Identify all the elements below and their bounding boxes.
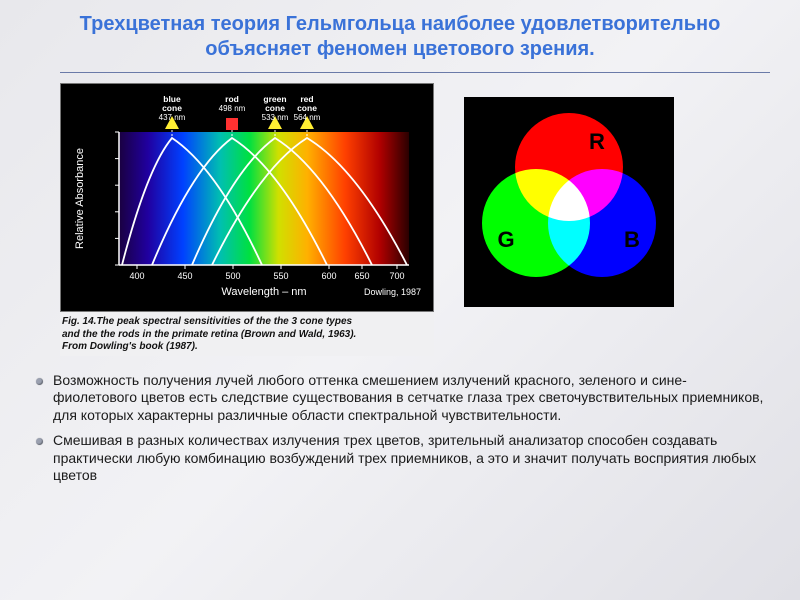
- venn-svg: R G B: [464, 97, 674, 307]
- svg-text:550: 550: [273, 271, 288, 281]
- svg-text:400: 400: [129, 271, 144, 281]
- slide: Трехцветная теория Гельмгольца наиболее …: [0, 0, 800, 600]
- bullet-icon: [36, 378, 43, 385]
- list-item: Возможность получения лучей любого оттен…: [36, 372, 770, 425]
- svg-text:Relative Absorbance: Relative Absorbance: [74, 148, 86, 249]
- bullet-text: Возможность получения лучей любого оттен…: [53, 372, 770, 425]
- svg-text:450: 450: [177, 271, 192, 281]
- svg-text:564 nm: 564 nm: [294, 113, 321, 122]
- spectral-figure-wrapper: 400450500550600650700bluecone437 nmrod49…: [60, 83, 434, 356]
- spectral-chart: 400450500550600650700bluecone437 nmrod49…: [60, 83, 434, 312]
- figure-caption: Fig. 14.The peak spectral sensitivities …: [60, 312, 434, 356]
- list-item: Смешивая в разных количествах излучения …: [36, 432, 770, 485]
- svg-text:Wavelength – nm: Wavelength – nm: [221, 286, 306, 298]
- svg-text:rod: rod: [225, 94, 239, 104]
- divider-line: [60, 72, 770, 73]
- caption-line: From Dowling's book (1987).: [62, 341, 432, 354]
- rgb-venn-diagram: R G B: [464, 97, 674, 312]
- caption-line: Fig. 14.The peak spectral sensitivities …: [62, 316, 432, 329]
- svg-text:650: 650: [354, 271, 369, 281]
- svg-text:R: R: [589, 129, 605, 154]
- svg-text:500: 500: [225, 271, 240, 281]
- svg-text:437 nm: 437 nm: [159, 113, 186, 122]
- bullet-text: Смешивая в разных количествах излучения …: [53, 432, 770, 485]
- svg-text:600: 600: [321, 271, 336, 281]
- caption-line: and the the rods in the primate retina (…: [62, 329, 432, 342]
- figures-row: 400450500550600650700bluecone437 nmrod49…: [0, 83, 800, 356]
- svg-text:533 nm: 533 nm: [262, 113, 289, 122]
- slide-title: Трехцветная теория Гельмгольца наиболее …: [0, 0, 800, 68]
- spectral-svg: 400450500550600650700bluecone437 nmrod49…: [67, 90, 427, 305]
- svg-text:cone: cone: [162, 103, 182, 113]
- bullet-list: Возможность получения лучей любого оттен…: [0, 356, 800, 485]
- svg-text:B: B: [624, 227, 640, 252]
- svg-text:700: 700: [389, 271, 404, 281]
- svg-text:Dowling, 1987: Dowling, 1987: [364, 287, 421, 297]
- svg-text:cone: cone: [297, 103, 317, 113]
- bullet-icon: [36, 438, 43, 445]
- svg-text:498 nm: 498 nm: [219, 104, 246, 113]
- svg-text:G: G: [497, 227, 514, 252]
- svg-text:cone: cone: [265, 103, 285, 113]
